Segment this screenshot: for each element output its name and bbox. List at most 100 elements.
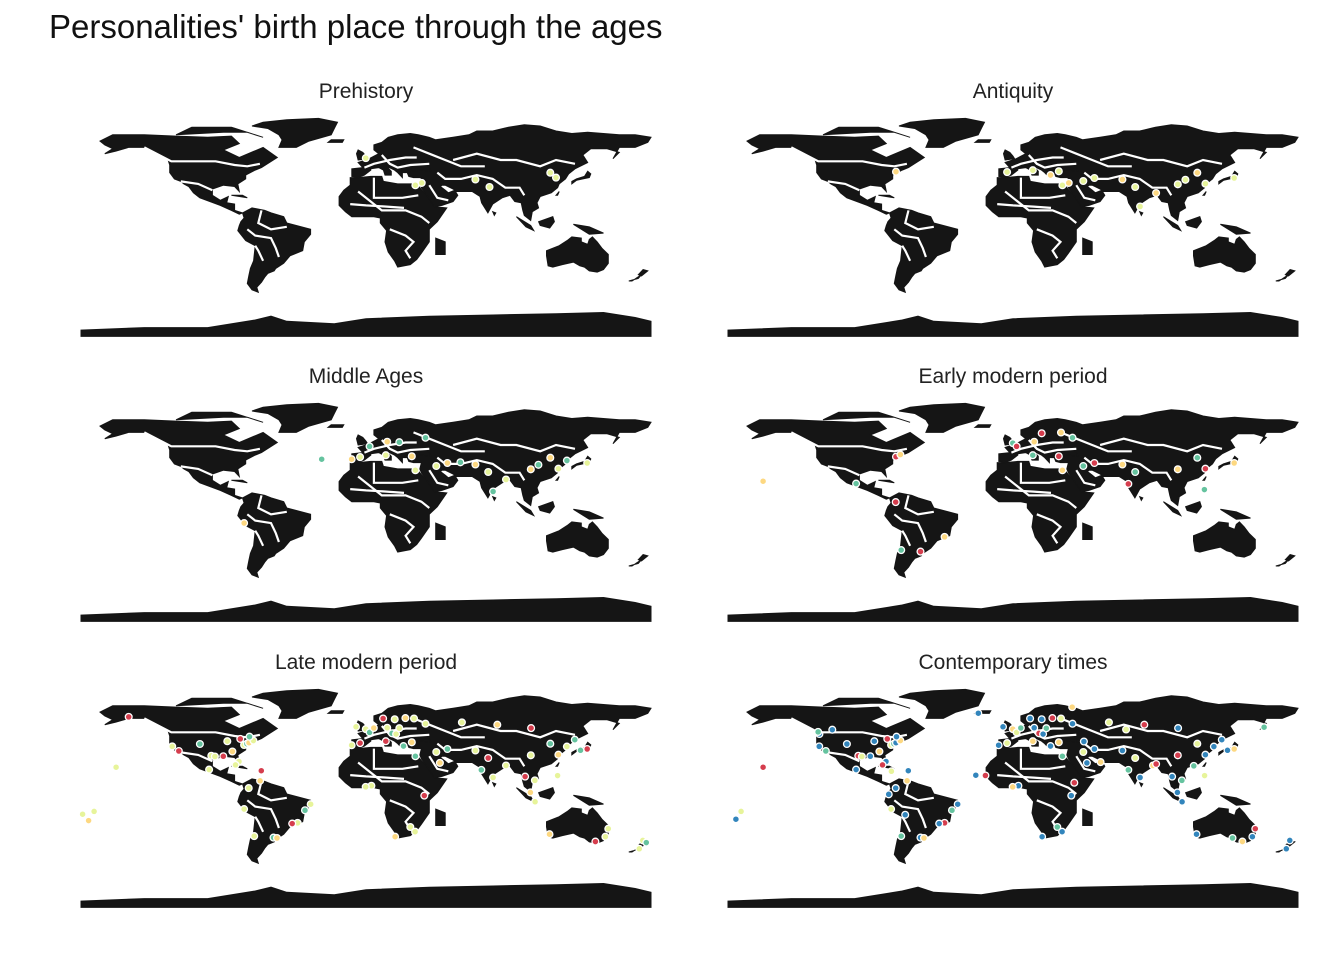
birth-place-point: [1124, 765, 1133, 774]
country-border: [1099, 152, 1223, 168]
birth-place-point: [383, 723, 392, 732]
land-shape: [251, 117, 339, 148]
birth-place-point: [1056, 428, 1066, 437]
land-shape: [516, 216, 536, 232]
country-border: [1019, 177, 1066, 199]
land-shape: [884, 207, 959, 294]
birth-place-point: [883, 734, 892, 743]
birth-place-point: [583, 458, 592, 468]
world-map: [727, 402, 1299, 622]
birth-place-point: [484, 467, 493, 477]
country-border: [1019, 462, 1066, 484]
panel-late-modern-period: Late modern period: [66, 651, 666, 936]
birth-place-point: [411, 752, 420, 761]
land-shape: [571, 170, 592, 185]
birth-place-point: [1173, 751, 1182, 760]
birth-place-point: [1230, 744, 1239, 754]
birth-place-point: [935, 819, 944, 828]
birth-place-point: [1201, 179, 1210, 188]
birth-place-point: [1028, 737, 1037, 746]
birth-place-point: [1067, 791, 1076, 800]
birth-place-point: [421, 719, 430, 728]
birth-place-point: [1181, 175, 1190, 184]
birth-place-point: [84, 816, 93, 825]
birth-place-point: [392, 730, 401, 739]
land-shape: [546, 236, 609, 273]
land-shape: [1201, 191, 1207, 196]
birth-place-point: [919, 833, 929, 843]
country-border: [1099, 437, 1223, 453]
world-map: [727, 117, 1299, 337]
land-shape: [231, 194, 248, 199]
world-map: [78, 688, 652, 908]
birth-place-point: [1056, 714, 1066, 723]
birth-place-point: [112, 763, 121, 772]
birth-place-point: [554, 464, 563, 473]
birth-place-point: [1201, 750, 1210, 759]
birth-place-point: [551, 173, 561, 182]
country-border: [997, 203, 1052, 209]
country-border: [904, 495, 934, 516]
land-shape: [898, 117, 986, 148]
land-shape: [351, 409, 652, 507]
birth-place-point: [884, 790, 893, 799]
birth-place-point: [1152, 759, 1161, 769]
birth-place-point: [814, 727, 823, 736]
birth-place-point: [1030, 723, 1039, 732]
birth-place-point: [356, 739, 365, 748]
birth-place-point: [1189, 761, 1198, 770]
country-border: [904, 781, 934, 802]
birth-place-point: [1037, 715, 1046, 724]
birth-place-point: [1039, 730, 1048, 739]
birth-place-point: [866, 752, 875, 761]
birth-place-point: [395, 438, 404, 447]
land-shape: [554, 762, 560, 767]
birth-place-point: [457, 718, 466, 727]
birth-place-point: [443, 744, 452, 754]
land-shape: [1082, 237, 1093, 255]
birth-place-point: [521, 772, 530, 781]
birth-place-point: [1248, 832, 1257, 841]
birth-place-point: [406, 822, 415, 832]
land-shape: [727, 882, 1299, 908]
birth-place-point: [240, 519, 249, 528]
panel-title: Prehistory: [318, 80, 414, 103]
birth-place-point: [604, 824, 613, 833]
land-shape: [351, 695, 652, 793]
country-border: [254, 245, 265, 262]
birth-place-point: [1200, 771, 1209, 780]
birth-place-point: [897, 832, 906, 841]
birth-place-point: [443, 458, 452, 468]
country-border: [180, 751, 213, 763]
land-shape: [884, 492, 959, 579]
birth-place-point: [272, 833, 282, 843]
birth-place-point: [1174, 724, 1183, 733]
birth-place-point: [1193, 739, 1202, 748]
birth-place-point: [1090, 173, 1099, 183]
birth-place-point: [1201, 464, 1210, 473]
country-border: [827, 751, 860, 763]
birth-place-point: [1200, 485, 1209, 494]
birth-place-point: [210, 752, 219, 761]
country-border: [350, 203, 405, 209]
birth-place-point: [1030, 437, 1039, 446]
birth-place-point: [1058, 466, 1067, 475]
land-shape: [99, 134, 279, 215]
birth-place-point: [953, 800, 962, 809]
country-border: [1036, 799, 1063, 830]
birth-place-point: [501, 761, 511, 770]
birth-place-point: [485, 182, 494, 192]
birth-place-point: [852, 765, 861, 774]
birth-place-point: [546, 453, 555, 462]
birth-place-point: [891, 167, 901, 176]
country-border: [997, 774, 1052, 780]
land-shape: [727, 596, 1299, 622]
land-shape: [435, 808, 446, 826]
land-shape: [175, 411, 264, 423]
country-border: [254, 816, 265, 833]
country-border: [180, 465, 213, 477]
land-shape: [546, 807, 609, 844]
birth-place-point: [1193, 168, 1202, 177]
birth-place-point: [842, 739, 851, 749]
land-shape: [237, 778, 312, 865]
